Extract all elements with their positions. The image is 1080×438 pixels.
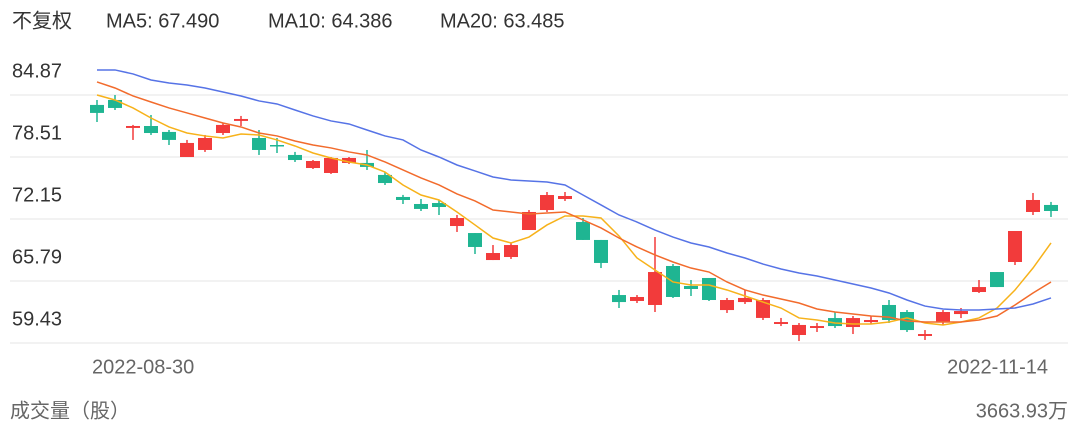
- candle-body: [720, 300, 734, 311]
- legend-entry: MA10: 64.386: [268, 10, 393, 32]
- candle-body: [954, 311, 968, 315]
- candle-body: [576, 222, 590, 240]
- candle-body: [738, 297, 752, 303]
- candle-body: [936, 311, 950, 323]
- ma-line: [97, 69, 1052, 311]
- candle-body: [972, 287, 986, 293]
- candle-body: [648, 272, 662, 305]
- ma-line: [96, 94, 1052, 326]
- candle-body: [270, 145, 284, 147]
- candle-body: [468, 233, 482, 247]
- candle-body: [306, 160, 320, 169]
- candle-body: [990, 272, 1004, 288]
- price-mode: 不复权: [12, 9, 72, 32]
- candle-body: [702, 277, 716, 301]
- candle-body: [180, 142, 194, 157]
- candle-body: [198, 137, 212, 150]
- candle-body: [288, 154, 302, 161]
- candle-body: [90, 104, 104, 113]
- candle-body: [396, 196, 410, 200]
- y-tick-label: 72.15: [12, 184, 62, 206]
- candle-body: [342, 157, 356, 163]
- candle-body: [846, 318, 860, 328]
- candle-body: [486, 253, 500, 261]
- candle-body: [792, 324, 806, 336]
- legend-entry: MA20: 63.485: [440, 10, 565, 32]
- candle-body: [450, 218, 464, 227]
- y-tick-label: 65.79: [12, 246, 62, 268]
- candle-body: [630, 296, 644, 301]
- candle-body: [234, 118, 248, 121]
- legend-entry: MA5: 67.490: [106, 10, 219, 32]
- volume-label: 成交量（股）: [10, 399, 130, 422]
- candle-body: [378, 174, 392, 184]
- x-tick-label: 2022-08-30: [92, 356, 194, 378]
- candle-body: [756, 300, 770, 318]
- candle-body: [558, 195, 572, 200]
- candle-body: [144, 125, 158, 134]
- candle-body: [918, 334, 932, 336]
- candle-body: [216, 124, 230, 134]
- volume-total: 3663.93万: [976, 400, 1068, 422]
- x-tick-label: 2022-11-14: [947, 356, 1048, 378]
- candle-body: [324, 157, 338, 173]
- candle-body: [828, 318, 842, 327]
- candle-body: [594, 239, 608, 263]
- candle-body: [522, 211, 536, 231]
- y-tick-label: 84.87: [12, 60, 62, 82]
- candle-body: [414, 203, 428, 209]
- y-tick-label: 78.51: [12, 122, 62, 144]
- candle-body: [684, 285, 698, 289]
- candle-body: [432, 203, 446, 208]
- candle-body: [504, 245, 518, 258]
- ma-line: [96, 81, 1052, 323]
- candle-body: [612, 295, 626, 303]
- candle-body: [126, 125, 140, 128]
- candle-body: [810, 326, 824, 328]
- candle-body: [774, 322, 788, 324]
- candle-body: [162, 131, 176, 140]
- candle-body: [1008, 230, 1022, 262]
- candle-body: [540, 195, 554, 211]
- candle-body: [864, 319, 878, 323]
- y-tick-label: 59.43: [12, 308, 62, 330]
- candle-body: [108, 99, 122, 108]
- candle-body: [1026, 199, 1040, 212]
- candle-body: [1044, 204, 1058, 212]
- candle-body: [252, 137, 266, 150]
